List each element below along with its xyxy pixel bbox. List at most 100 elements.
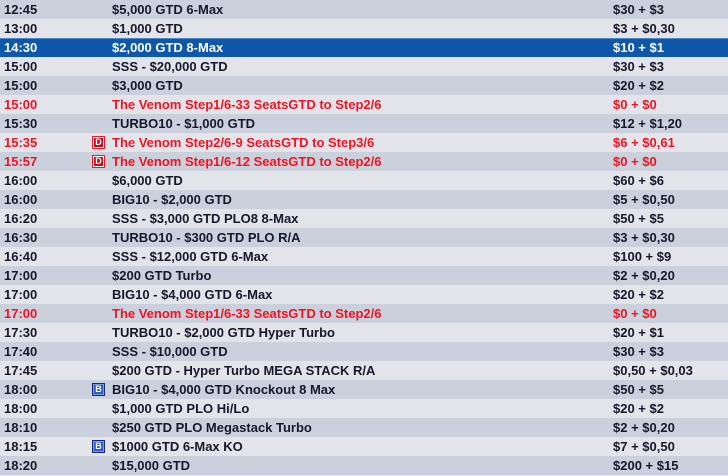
tournament-row[interactable]: 18:00 $1,000 GTD PLO Hi/Lo $20 + $2: [0, 399, 728, 418]
buyin-amount: $30 + $3: [613, 2, 664, 17]
buyin-amount: $20 + $1: [613, 325, 664, 340]
b-badge-icon: B: [92, 440, 105, 453]
tournament-row[interactable]: 17:00 The Venom Step1/6-33 SeatsGTD to S…: [0, 304, 728, 323]
tournament-name: $5,000 GTD 6-Max: [112, 2, 224, 17]
start-time: 12:45: [4, 2, 38, 17]
tournament-name: SSS - $3,000 GTD PLO8 8-Max: [112, 211, 299, 226]
buyin-amount: $6 + $0,61: [613, 135, 675, 150]
buyin-amount: $0 + $0: [613, 306, 657, 321]
tournament-row[interactable]: 18:00 B BIG10 - $4,000 GTD Knockout 8 Ma…: [0, 380, 728, 399]
start-time: 17:45: [4, 363, 38, 378]
buyin-amount: $30 + $3: [613, 344, 664, 359]
buyin-amount: $12 + $1,20: [613, 116, 683, 131]
tournament-name: $250 GTD PLO Megastack Turbo: [112, 420, 312, 435]
tournament-name: The Venom Step1/6-33 SeatsGTD to Step2/6: [112, 306, 382, 321]
tournament-name: $1,000 GTD PLO Hi/Lo: [112, 401, 250, 416]
start-time: 18:15: [4, 439, 38, 454]
tournament-row[interactable]: 17:40 SSS - $10,000 GTD $30 + $3: [0, 342, 728, 361]
tournament-row[interactable]: 16:30 TURBO10 - $300 GTD PLO R/A $3 + $0…: [0, 228, 728, 247]
badge-slot: B: [92, 440, 109, 453]
tournament-name: The Venom Step2/6-9 SeatsGTD to Step3/6: [112, 135, 375, 150]
start-time: 16:40: [4, 249, 38, 264]
buyin-amount: $0,50 + $0,03: [613, 363, 693, 378]
start-time: 17:00: [4, 287, 38, 302]
tournament-row[interactable]: 15:00 The Venom Step1/6-33 SeatsGTD to S…: [0, 95, 728, 114]
tournament-name: $200 GTD - Hyper Turbo MEGA STACK R/A: [112, 363, 376, 378]
start-time: 16:00: [4, 192, 38, 207]
tournament-name: BIG10 - $2,000 GTD: [112, 192, 232, 207]
badge-slot: D: [92, 155, 109, 168]
tournament-name: SSS - $20,000 GTD: [112, 59, 228, 74]
tournament-row[interactable]: 18:15 B $1000 GTD 6-Max KO $7 + $0,50: [0, 437, 728, 456]
start-time: 14:30: [4, 40, 38, 55]
start-time: 17:00: [4, 268, 38, 283]
buyin-amount: $20 + $2: [613, 401, 664, 416]
tournament-name: $1,000 GTD: [112, 21, 183, 36]
tournament-row[interactable]: 15:30 TURBO10 - $1,000 GTD $12 + $1,20: [0, 114, 728, 133]
buyin-amount: $3 + $0,30: [613, 21, 675, 36]
start-time: 17:40: [4, 344, 38, 359]
badge-slot: B: [92, 383, 109, 396]
b-badge-icon: B: [92, 383, 105, 396]
tournament-row[interactable]: 15:35 D The Venom Step2/6-9 SeatsGTD to …: [0, 133, 728, 152]
tournament-row[interactable]: 17:00 BIG10 - $4,000 GTD 6-Max $20 + $2: [0, 285, 728, 304]
tournament-row[interactable]: 16:00 BIG10 - $2,000 GTD $5 + $0,50: [0, 190, 728, 209]
start-time: 18:20: [4, 458, 38, 473]
tournament-row[interactable]: 15:57 D The Venom Step1/6-12 SeatsGTD to…: [0, 152, 728, 171]
buyin-amount: $20 + $2: [613, 78, 664, 93]
start-time: 17:00: [4, 306, 38, 321]
tournament-row[interactable]: 16:20 SSS - $3,000 GTD PLO8 8-Max $50 + …: [0, 209, 728, 228]
d-badge-icon: D: [92, 155, 105, 168]
tournament-row[interactable]: 18:20 $15,000 GTD $200 + $15: [0, 456, 728, 475]
buyin-amount: $50 + $5: [613, 382, 664, 397]
tournament-name: The Venom Step1/6-12 SeatsGTD to Step2/6: [112, 154, 382, 169]
start-time: 17:30: [4, 325, 38, 340]
tournament-row[interactable]: 14:30 $2,000 GTD 8-Max $10 + $1: [0, 38, 728, 57]
start-time: 18:00: [4, 401, 38, 416]
tournament-row[interactable]: 18:10 $250 GTD PLO Megastack Turbo $2 + …: [0, 418, 728, 437]
tournament-row[interactable]: 17:30 TURBO10 - $2,000 GTD Hyper Turbo $…: [0, 323, 728, 342]
start-time: 15:00: [4, 78, 38, 93]
tournament-row[interactable]: 13:00 $1,000 GTD $3 + $0,30: [0, 19, 728, 38]
buyin-amount: $20 + $2: [613, 287, 664, 302]
buyin-amount: $30 + $3: [613, 59, 664, 74]
tournament-row[interactable]: 16:00 $6,000 GTD $60 + $6: [0, 171, 728, 190]
start-time: 16:00: [4, 173, 38, 188]
tournament-row[interactable]: 15:00 $3,000 GTD $20 + $2: [0, 76, 728, 95]
start-time: 16:30: [4, 230, 38, 245]
buyin-amount: $2 + $0,20: [613, 420, 675, 435]
tournament-row[interactable]: 17:45 $200 GTD - Hyper Turbo MEGA STACK …: [0, 361, 728, 380]
buyin-amount: $200 + $15: [613, 458, 679, 473]
buyin-amount: $0 + $0: [613, 154, 657, 169]
d-badge-icon: D: [92, 136, 105, 149]
start-time: 18:10: [4, 420, 38, 435]
tournament-name: $2,000 GTD 8-Max: [112, 40, 224, 55]
start-time: 15:30: [4, 116, 38, 131]
tournament-name: SSS - $12,000 GTD 6-Max: [112, 249, 269, 264]
buyin-amount: $50 + $5: [613, 211, 664, 226]
tournament-row[interactable]: 15:00 SSS - $20,000 GTD $30 + $3: [0, 57, 728, 76]
buyin-amount: $2 + $0,20: [613, 268, 675, 283]
tournament-name: TURBO10 - $1,000 GTD: [112, 116, 256, 131]
tournament-name: $200 GTD Turbo: [112, 268, 212, 283]
tournament-name: $15,000 GTD: [112, 458, 191, 473]
buyin-amount: $100 + $9: [613, 249, 672, 264]
tournament-name: $1000 GTD 6-Max KO: [112, 439, 243, 454]
tournament-name: $6,000 GTD: [112, 173, 183, 188]
tournament-name: TURBO10 - $300 GTD PLO R/A: [112, 230, 301, 245]
buyin-amount: $3 + $0,30: [613, 230, 675, 245]
tournament-row[interactable]: 16:40 SSS - $12,000 GTD 6-Max $100 + $9: [0, 247, 728, 266]
tournament-row[interactable]: 12:45 $5,000 GTD 6-Max $30 + $3: [0, 0, 728, 19]
tournament-name: TURBO10 - $2,000 GTD Hyper Turbo: [112, 325, 335, 340]
start-time: 15:00: [4, 97, 38, 112]
tournament-name: BIG10 - $4,000 GTD Knockout 8 Max: [112, 382, 336, 397]
buyin-amount: $0 + $0: [613, 97, 657, 112]
tournament-name: $3,000 GTD: [112, 78, 183, 93]
badge-slot: D: [92, 136, 109, 149]
tournament-name: BIG10 - $4,000 GTD 6-Max: [112, 287, 273, 302]
buyin-amount: $5 + $0,50: [613, 192, 675, 207]
tournament-row[interactable]: 17:00 $200 GTD Turbo $2 + $0,20: [0, 266, 728, 285]
start-time: 13:00: [4, 21, 38, 36]
tournament-name: SSS - $10,000 GTD: [112, 344, 228, 359]
buyin-amount: $7 + $0,50: [613, 439, 675, 454]
